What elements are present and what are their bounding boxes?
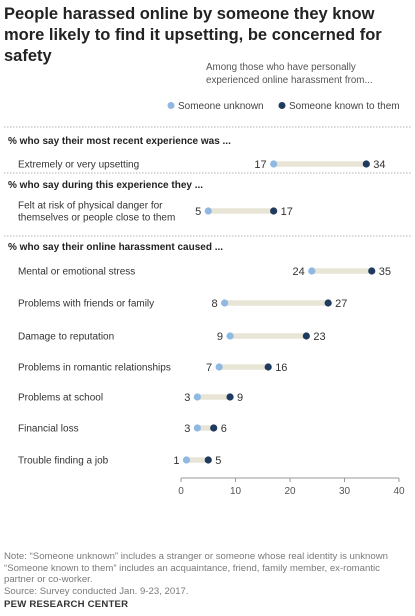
value-label-known: 6 (221, 423, 227, 435)
dot-known (226, 393, 234, 401)
source-line: Source: Survey conducted Jan. 9-23, 2017… (4, 585, 189, 597)
dot-unknown (204, 207, 212, 215)
row-label: themselves or people close to them (18, 213, 175, 224)
row-label: Problems in romantic relationships (18, 363, 171, 374)
row-label: Problems with friends or family (18, 299, 154, 310)
dot-known (324, 299, 332, 307)
value-label-known: 27 (335, 298, 347, 310)
row-label: Felt at risk of physical danger for (18, 201, 163, 212)
value-label-unknown: 24 (293, 266, 305, 278)
row-label: Trouble finding a job (18, 456, 109, 467)
note-line: partner or co-worker. (4, 574, 93, 585)
note-line: Note: “Someone unknown” includes a stran… (4, 551, 388, 562)
dot-known (264, 363, 272, 371)
value-label-unknown: 9 (217, 331, 223, 343)
section-header: % who say their most recent experience w… (8, 136, 231, 147)
value-label-unknown: 7 (206, 362, 212, 374)
x-tick-label: 30 (339, 486, 351, 497)
section-header: % who say during this experience they ..… (8, 180, 203, 191)
row-label: Mental or emotional stress (18, 267, 135, 278)
value-label-known: 17 (281, 206, 293, 218)
dot-unknown (215, 363, 223, 371)
x-tick-label: 40 (393, 486, 405, 497)
chart-subtitle: Among those who have personally (206, 62, 356, 73)
dot-unknown (308, 267, 316, 275)
legend-label-unknown: Someone unknown (178, 101, 264, 112)
dot-known (362, 160, 370, 168)
dot-unknown (193, 424, 201, 432)
dot-unknown (226, 332, 234, 340)
dot-known (210, 424, 218, 432)
value-label-known: 23 (313, 331, 325, 343)
note-line: “Someone known to them” includes an acqu… (4, 562, 380, 574)
value-label-unknown: 3 (184, 423, 190, 435)
dot-unknown (270, 160, 278, 168)
dot-known (204, 456, 212, 464)
legend-label-known: Someone known to them (289, 101, 400, 112)
dot-unknown (193, 393, 201, 401)
row-label: Extremely or very upsetting (18, 160, 139, 171)
legend-marker-unknown (167, 102, 175, 109)
section-header: % who say their online harassment caused… (8, 242, 223, 253)
value-label-unknown: 1 (173, 455, 179, 467)
dot-known (270, 207, 278, 215)
x-tick-label: 10 (230, 486, 242, 497)
value-label-known: 35 (379, 266, 391, 278)
x-tick-label: 20 (284, 486, 296, 497)
chart-subtitle: experienced online harassment from... (206, 75, 373, 86)
x-tick-label: 0 (178, 486, 184, 497)
legend-marker-known (278, 102, 286, 109)
dot-unknown (221, 299, 229, 307)
dot-unknown (182, 456, 191, 464)
dot-known (368, 267, 376, 275)
row-label: Damage to reputation (18, 332, 114, 343)
chart-note: Note: “Someone unknown” includes a stran… (4, 551, 414, 597)
dot-chart: Among those who have personally experienc… (4, 62, 411, 497)
value-label-unknown: 3 (184, 392, 190, 404)
value-label-unknown: 17 (254, 159, 266, 171)
value-label-unknown: 8 (211, 298, 217, 310)
value-label-known: 34 (373, 159, 385, 171)
brand-label: PEW RESEARCH CENTER (4, 599, 129, 610)
value-label-known: 16 (275, 362, 287, 374)
value-label-unknown: 5 (195, 206, 201, 218)
value-label-known: 9 (237, 392, 243, 404)
dot-known (302, 332, 310, 340)
row-label: Financial loss (18, 424, 79, 435)
row-label: Problems at school (18, 393, 103, 404)
chart-title: People harassed online by someone they k… (4, 5, 382, 65)
value-label-known: 5 (215, 455, 221, 467)
